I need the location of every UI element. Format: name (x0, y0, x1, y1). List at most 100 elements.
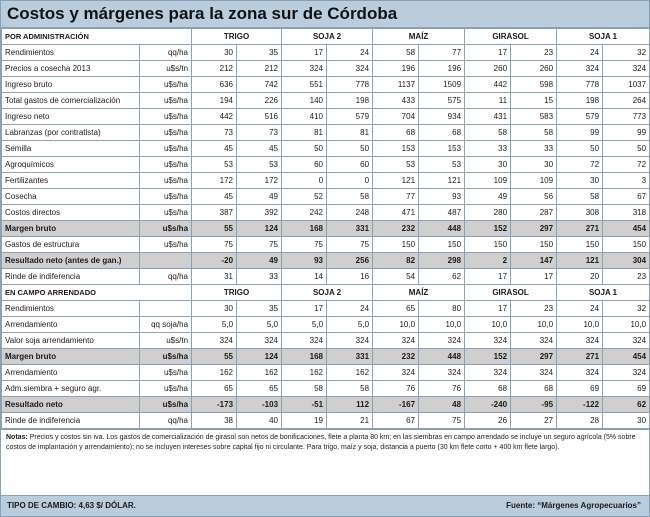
value-cell: 124 (236, 348, 283, 365)
table-row: Margen bruto u$s/ha 55 124 168 331 232 448 152 29… (1, 220, 649, 237)
value-cell: 150 (418, 236, 466, 253)
notes-text: Precios y costos sin iva. Los gastos de … (6, 434, 636, 451)
value-cell: 196 (418, 60, 466, 77)
value-cell: 60 (281, 156, 328, 173)
table-row: Labranzas (por contratista) u$s/ha 73 73 81 8… (1, 124, 649, 141)
row-label: Margen bruto (1, 220, 140, 237)
value-cell: 10,0 (510, 316, 558, 333)
value-cell: 45 (191, 188, 238, 205)
section-header: EN CAMPO ARRENDADO TRIGO SOJA 2 MAÍZ GIRASOL… (1, 284, 649, 301)
value-cell: 226 (236, 92, 283, 109)
row-label: Agroquímicos (1, 156, 140, 173)
value-cell: 93 (418, 188, 466, 205)
value-cell: 52 (281, 188, 328, 205)
value-cell: 387 (191, 204, 238, 221)
value-cell: 21 (326, 412, 374, 429)
value-cell: 53 (191, 156, 238, 173)
value-cell: 68 (418, 124, 466, 141)
value-cell: 67 (602, 188, 649, 205)
value-cell: 260 (510, 60, 558, 77)
crop-header: SOJA 2 (281, 28, 374, 45)
value-cell: 65 (372, 300, 420, 317)
value-cell: 773 (602, 108, 649, 125)
value-cell: -51 (281, 396, 328, 413)
value-cell: 448 (418, 348, 466, 365)
value-cell: 2 (464, 252, 512, 269)
row-unit: u$s/ha (138, 172, 193, 189)
value-cell: 50 (556, 140, 604, 157)
value-cell: 150 (556, 236, 604, 253)
row-unit: u$s/ha (138, 348, 193, 365)
value-cell: 162 (191, 364, 238, 381)
row-label: Fertilizantes (1, 172, 140, 189)
row-label: Precios a cosecha 2013 (1, 60, 140, 77)
value-cell: 50 (602, 140, 649, 157)
value-cell: 54 (372, 268, 420, 285)
value-cell: 10,0 (418, 316, 466, 333)
value-cell: 33 (464, 140, 512, 157)
table-row: Gastos de estructura u$s/ha 75 75 75 75 150 150… (1, 236, 649, 253)
value-cell: 80 (418, 300, 466, 317)
value-cell: 298 (418, 252, 466, 269)
value-cell: 153 (418, 140, 466, 157)
table-row: Ingreso bruto u$s/ha 636 742 551 778 1137 1509 4… (1, 76, 649, 93)
row-label: Costos directos (1, 204, 140, 221)
row-unit: qq/ha (138, 268, 193, 285)
value-cell: 35 (236, 300, 283, 317)
value-cell: 324 (464, 332, 512, 349)
value-cell: 324 (326, 332, 374, 349)
value-cell: 35 (236, 44, 283, 61)
row-label: Resultado neto (antes de gan.) (1, 252, 140, 269)
value-cell: 934 (418, 108, 466, 125)
value-cell: 324 (191, 332, 238, 349)
value-cell: 76 (418, 380, 466, 397)
value-cell: 62 (418, 268, 466, 285)
value-cell: 324 (418, 364, 466, 381)
value-cell: 318 (602, 204, 649, 221)
value-cell: 68 (372, 124, 420, 141)
value-cell: 150 (464, 236, 512, 253)
value-cell: 58 (556, 188, 604, 205)
value-cell: 40 (236, 412, 283, 429)
value-cell: 1509 (418, 76, 466, 93)
value-cell: 32 (602, 44, 649, 61)
row-unit (138, 300, 193, 317)
value-cell: 109 (510, 172, 558, 189)
value-cell: 24 (326, 300, 374, 317)
value-cell: 172 (236, 172, 283, 189)
crop-header: SOJA 1 (556, 28, 649, 45)
value-cell: 58 (281, 380, 328, 397)
value-cell: 38 (191, 412, 238, 429)
value-cell: 454 (602, 348, 649, 365)
value-cell: 598 (510, 76, 558, 93)
value-cell: 17 (464, 300, 512, 317)
table-row: Ingreso neto u$s/ha 442 516 410 579 704 934 431 5… (1, 108, 649, 125)
row-unit: qq/ha (138, 412, 193, 429)
row-unit: u$s/ha (138, 76, 193, 93)
value-cell: 58 (372, 44, 420, 61)
value-cell: 579 (326, 108, 374, 125)
row-label: Cosecha (1, 188, 140, 205)
table-row: Agroquímicos u$s/ha 53 53 60 60 53 53 30 30 72 72 (1, 156, 649, 173)
value-cell: 49 (236, 188, 283, 205)
value-cell: 69 (556, 380, 604, 397)
row-label: Margen bruto (1, 348, 140, 365)
value-cell: 1037 (602, 76, 649, 93)
value-cell: 17 (281, 44, 328, 61)
row-label: Valor soja arrendamiento (1, 332, 140, 349)
value-cell: 198 (326, 92, 374, 109)
value-cell: 121 (372, 172, 420, 189)
section-title: EN CAMPO ARRENDADO (1, 284, 193, 301)
value-cell: 152 (464, 220, 512, 237)
value-cell: 147 (510, 252, 558, 269)
notes: Notas: Precios y costos sin iva. Los gas… (1, 429, 649, 456)
table-row: Arrendamiento u$s/ha 162 162 162 162 324 324 324… (1, 364, 649, 381)
value-cell: 28 (556, 412, 604, 429)
row-unit: u$s/tn (138, 60, 193, 77)
table-row: Adm.siembra + seguro agr. u$s/ha 65 65 58 58 7… (1, 380, 649, 397)
value-cell: 49 (464, 188, 512, 205)
value-cell: 704 (372, 108, 420, 125)
value-cell: 742 (236, 76, 283, 93)
crop-header: GIRASOL (464, 284, 558, 301)
